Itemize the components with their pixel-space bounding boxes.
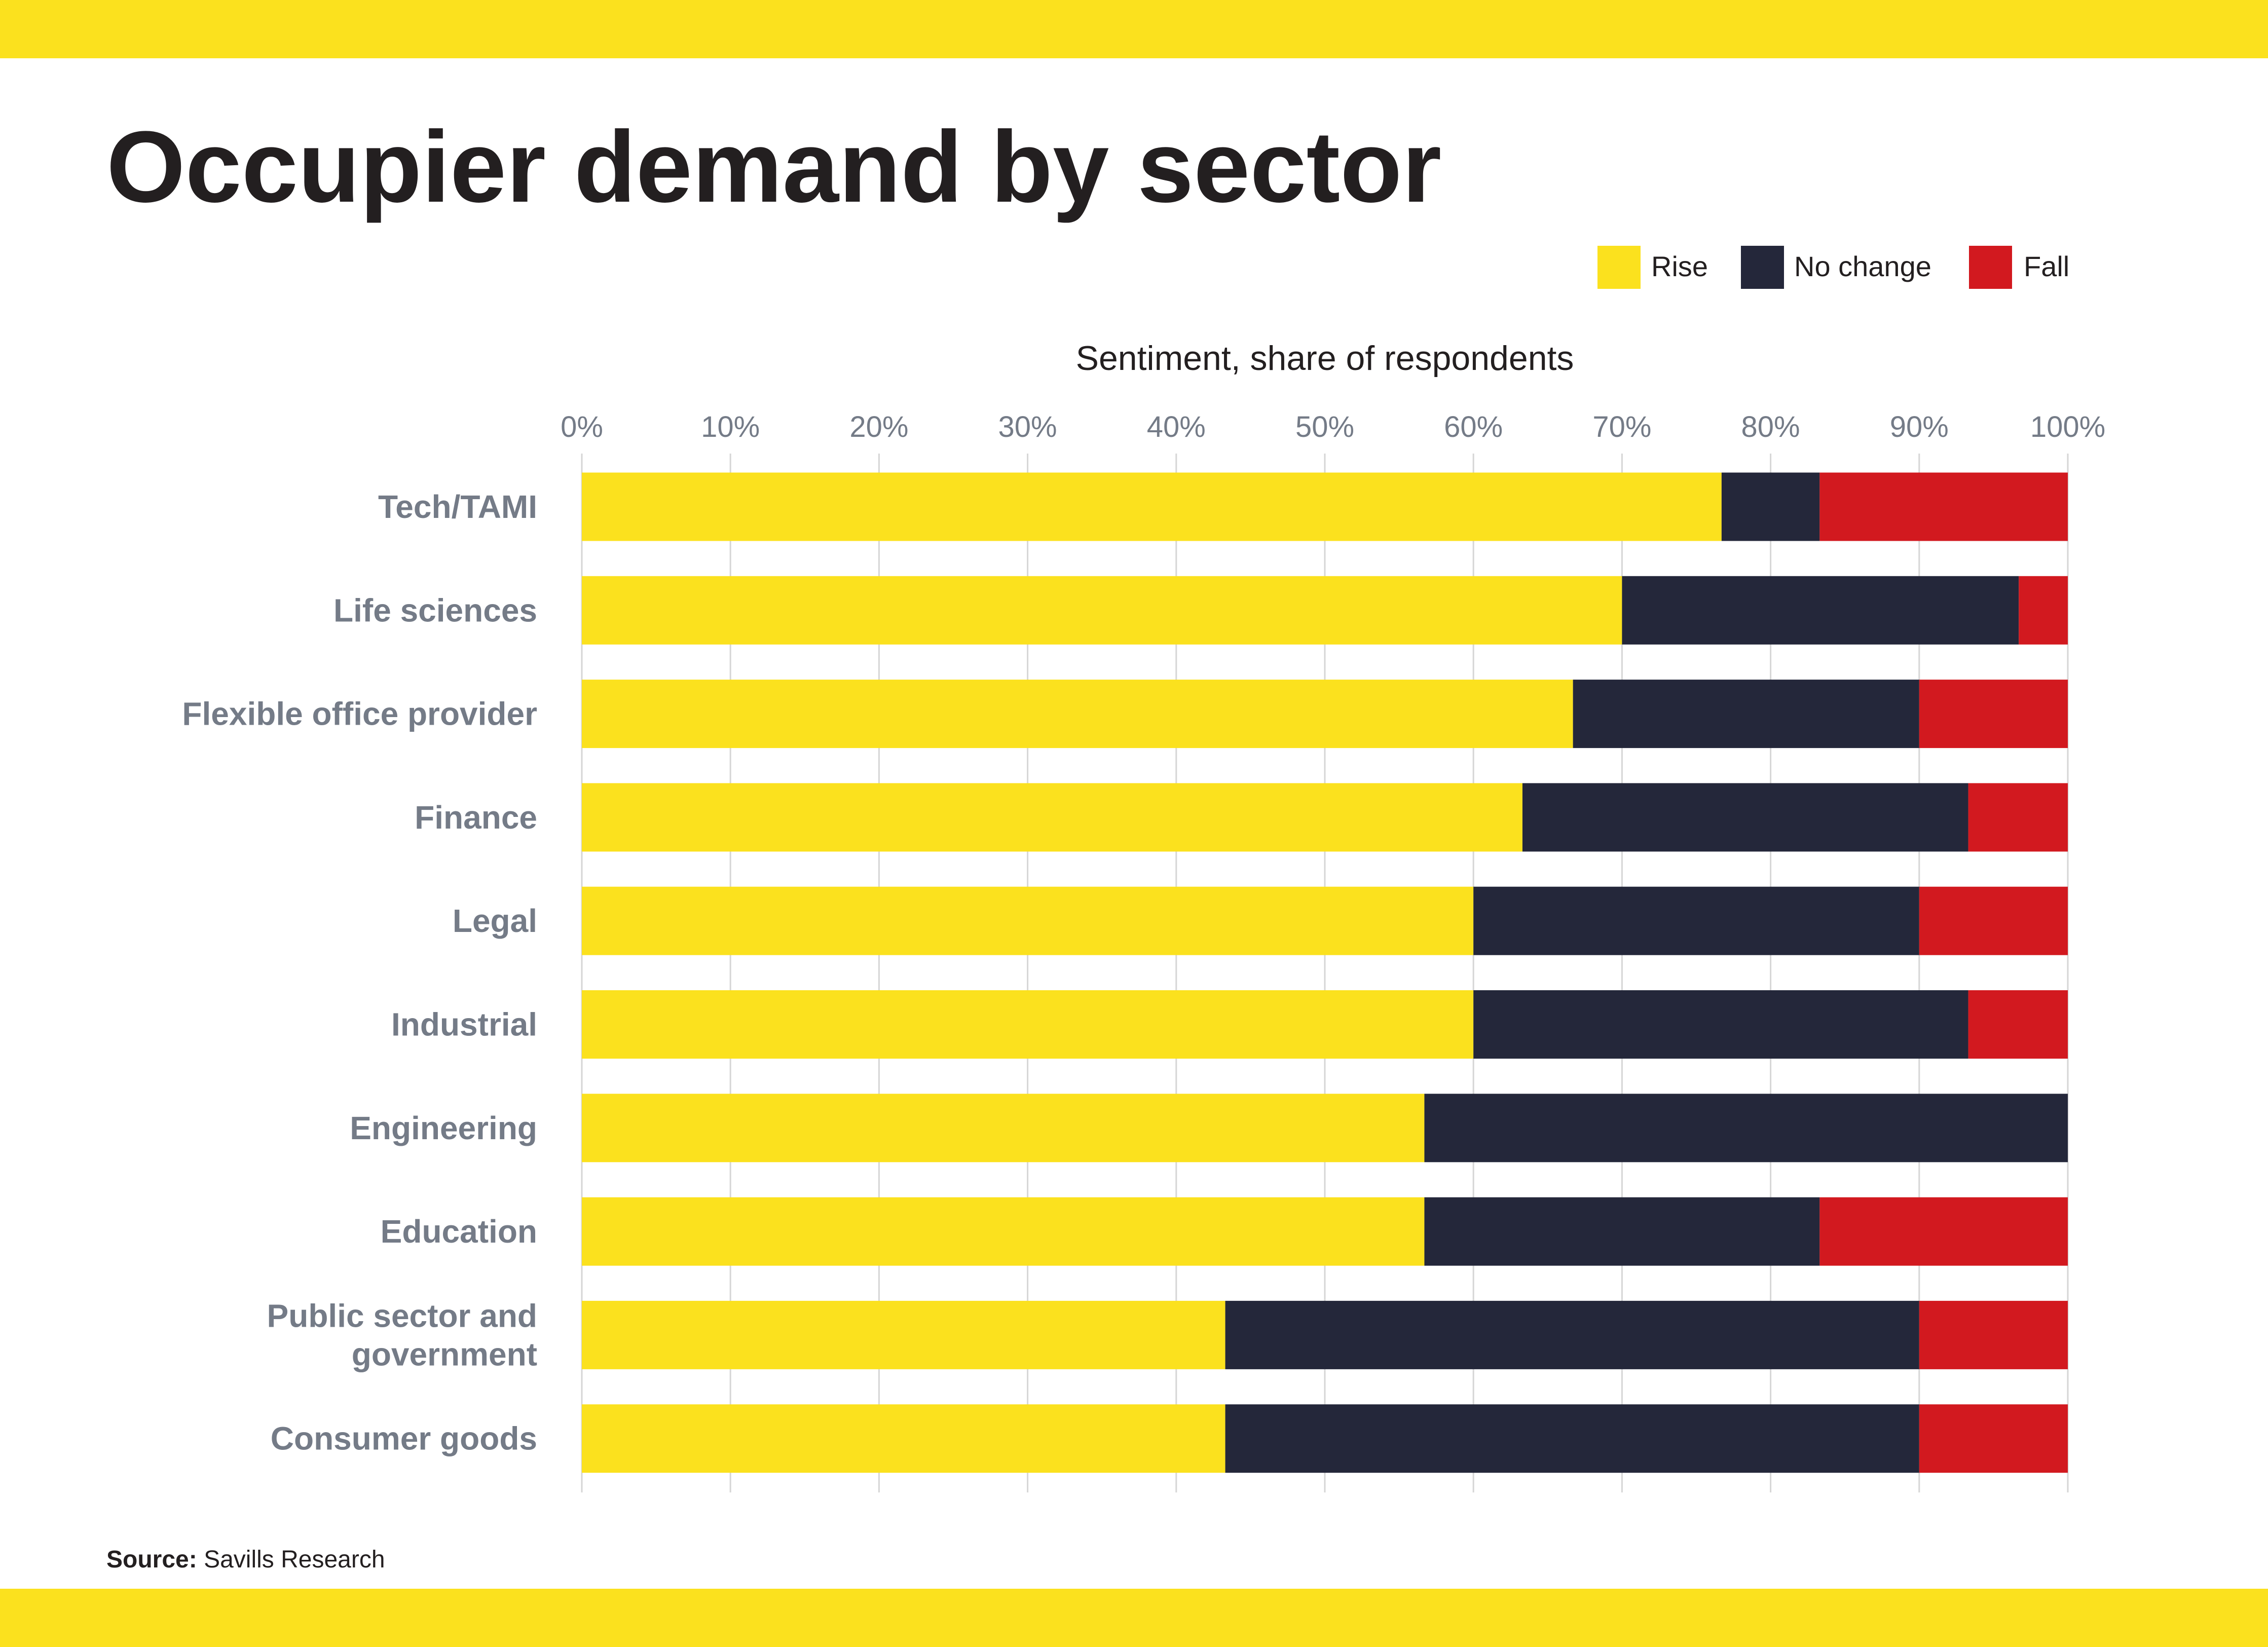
- bar-segment: [1968, 990, 2068, 1059]
- x-tick-label: 0%: [561, 410, 603, 443]
- bar-segment: [582, 1404, 1225, 1473]
- x-tick-label: 40%: [1147, 410, 1206, 443]
- bar-segment: [582, 576, 1622, 645]
- bar-segment: [582, 1300, 1225, 1369]
- bar-segment: [1522, 783, 1968, 852]
- category-label-line: government: [352, 1336, 537, 1372]
- bar-segment: [582, 1094, 1425, 1163]
- x-tick-label: 60%: [1444, 410, 1503, 443]
- x-tick-label: 90%: [1890, 410, 1949, 443]
- category-label: Tech/TAMI: [378, 489, 537, 525]
- category-label: Public sector and government: [267, 1297, 537, 1372]
- legend-label: Rise: [1651, 250, 1708, 282]
- bar-segment: [582, 680, 1573, 748]
- legend-label: No change: [1794, 250, 1931, 282]
- bottom-accent-band: [0, 1589, 2268, 1647]
- bar-segment: [1919, 1300, 2068, 1369]
- x-axis-title: Sentiment, share of respondents: [1076, 339, 1574, 378]
- bar-segment: [1225, 1300, 1919, 1369]
- source-label: Source:: [106, 1546, 197, 1573]
- category-label: Flexible office provider: [182, 696, 537, 732]
- source-note: Source: Savills Research: [106, 1546, 385, 1574]
- category-label-line: Life sciences: [333, 592, 537, 628]
- x-tick-label: 80%: [1741, 410, 1800, 443]
- legend-label: Fall: [2024, 250, 2069, 282]
- x-tick-label: 10%: [701, 410, 760, 443]
- bar-segment: [1968, 783, 2068, 852]
- bar-segment: [1819, 1197, 2068, 1266]
- category-label-line: Education: [381, 1213, 537, 1250]
- bar-segment: [1225, 1404, 1919, 1473]
- stacked-bar-chart: 0% 10% 20% 30% 40% 50% 60% 70% 80% 90% 100% Sentime…: [182, 246, 2105, 1492]
- bar-segment: [2019, 576, 2068, 645]
- category-label-line: Industrial: [391, 1006, 537, 1043]
- category-label-line: Finance: [415, 799, 537, 836]
- bar-segment: [1622, 576, 2019, 645]
- x-tick-label: 70%: [1592, 410, 1651, 443]
- category-label: Education: [381, 1213, 537, 1250]
- bar-segment: [582, 783, 1522, 852]
- bar-segment: [1573, 680, 1919, 748]
- category-label: Engineering: [350, 1110, 537, 1146]
- legend-swatch: [1969, 246, 2012, 289]
- bar-segment: [582, 886, 1474, 955]
- category-label-line: Engineering: [350, 1110, 537, 1146]
- category-label: Legal: [453, 903, 537, 939]
- category-label: Life sciences: [333, 592, 537, 628]
- x-tick-label: 20%: [849, 410, 908, 443]
- x-tick-label: 50%: [1295, 410, 1354, 443]
- category-label-line: Legal: [453, 903, 537, 939]
- page-title: Occupier demand by sector: [106, 110, 1442, 223]
- x-tick-label: 100%: [2030, 410, 2105, 443]
- bar-segment: [582, 472, 1722, 541]
- x-tick-label: 30%: [998, 410, 1057, 443]
- source-text: Savills Research: [204, 1546, 385, 1573]
- bar-segment: [1919, 1404, 2068, 1473]
- bar-segment: [1424, 1094, 2068, 1163]
- bar-segment: [1473, 886, 1919, 955]
- legend-swatch: [1741, 246, 1784, 289]
- category-label-line: Public sector and: [267, 1297, 537, 1334]
- bar-segment: [1819, 472, 2068, 541]
- bar-segment: [1473, 990, 1968, 1059]
- category-label-line: Tech/TAMI: [378, 489, 537, 525]
- bar-segment: [582, 1197, 1425, 1266]
- category-label: Industrial: [391, 1006, 537, 1043]
- bar-segment: [582, 990, 1474, 1059]
- bar-segment: [1721, 472, 1820, 541]
- top-accent-band: [0, 0, 2268, 58]
- category-label-line: Flexible office provider: [182, 696, 537, 732]
- category-label: Consumer goods: [271, 1420, 537, 1457]
- legend-swatch: [1597, 246, 1641, 289]
- category-label: Finance: [415, 799, 537, 836]
- category-label-line: Consumer goods: [271, 1420, 537, 1457]
- bar-segment: [1919, 886, 2068, 955]
- bar-segment: [1424, 1197, 1820, 1266]
- bar-segment: [1919, 680, 2068, 748]
